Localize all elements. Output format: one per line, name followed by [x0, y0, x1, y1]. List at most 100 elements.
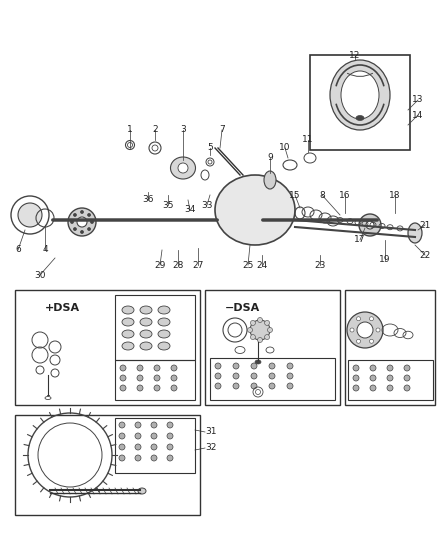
Bar: [345, 290, 435, 405]
Circle shape: [370, 317, 374, 321]
Circle shape: [119, 433, 125, 439]
Circle shape: [167, 433, 173, 439]
Ellipse shape: [140, 342, 152, 350]
Circle shape: [167, 444, 173, 450]
Circle shape: [265, 320, 269, 326]
Text: 28: 28: [172, 261, 184, 270]
Circle shape: [74, 213, 76, 216]
Ellipse shape: [152, 145, 158, 151]
Text: 17: 17: [354, 236, 366, 245]
Circle shape: [268, 327, 272, 333]
Circle shape: [287, 363, 293, 369]
Text: 7: 7: [219, 125, 225, 134]
Ellipse shape: [408, 223, 422, 243]
Ellipse shape: [341, 71, 379, 119]
Circle shape: [137, 385, 143, 391]
Text: 21: 21: [419, 221, 431, 230]
Circle shape: [404, 385, 410, 391]
Circle shape: [154, 375, 160, 381]
Text: 19: 19: [379, 255, 391, 264]
Text: 6: 6: [15, 246, 21, 254]
Ellipse shape: [140, 318, 152, 326]
Circle shape: [120, 375, 126, 381]
Circle shape: [353, 375, 359, 381]
Text: 3: 3: [180, 125, 186, 134]
Circle shape: [350, 328, 354, 332]
Ellipse shape: [215, 175, 295, 245]
Text: 5: 5: [207, 143, 213, 152]
Circle shape: [120, 385, 126, 391]
Circle shape: [269, 363, 275, 369]
Circle shape: [404, 375, 410, 381]
Text: 9: 9: [267, 154, 273, 163]
Text: 24: 24: [256, 261, 268, 270]
Circle shape: [258, 318, 262, 322]
Ellipse shape: [255, 360, 261, 364]
Bar: [15, 290, 200, 405]
Circle shape: [137, 375, 143, 381]
Circle shape: [88, 213, 91, 216]
Circle shape: [347, 312, 383, 348]
Circle shape: [353, 365, 359, 371]
Text: 2: 2: [152, 125, 158, 134]
Circle shape: [233, 373, 239, 379]
Ellipse shape: [158, 318, 170, 326]
Ellipse shape: [77, 217, 87, 227]
Circle shape: [376, 328, 380, 332]
Text: 18: 18: [389, 190, 401, 199]
Circle shape: [250, 320, 270, 340]
Circle shape: [370, 375, 376, 381]
Text: −DSA: −DSA: [225, 303, 260, 313]
Circle shape: [251, 383, 257, 389]
Text: 25: 25: [242, 261, 254, 270]
Text: 4: 4: [42, 246, 48, 254]
Circle shape: [135, 444, 141, 450]
Circle shape: [269, 373, 275, 379]
Circle shape: [151, 433, 157, 439]
Text: 1: 1: [127, 125, 133, 134]
Text: 35: 35: [162, 200, 174, 209]
Circle shape: [357, 340, 360, 343]
Circle shape: [88, 228, 91, 231]
Circle shape: [269, 383, 275, 389]
Circle shape: [353, 385, 359, 391]
Text: 11: 11: [302, 135, 314, 144]
Bar: [115, 360, 195, 400]
Circle shape: [135, 433, 141, 439]
Ellipse shape: [122, 318, 134, 326]
Circle shape: [387, 365, 393, 371]
Ellipse shape: [366, 221, 374, 229]
Circle shape: [233, 363, 239, 369]
Text: 34: 34: [184, 206, 196, 214]
Bar: [210, 358, 335, 400]
Circle shape: [265, 335, 269, 340]
Text: 14: 14: [412, 110, 424, 119]
Circle shape: [404, 365, 410, 371]
Ellipse shape: [356, 116, 364, 120]
Ellipse shape: [140, 306, 152, 314]
Text: 30: 30: [34, 271, 46, 279]
Text: 31: 31: [205, 427, 216, 437]
Ellipse shape: [122, 330, 134, 338]
Circle shape: [71, 221, 74, 223]
Circle shape: [154, 365, 160, 371]
Circle shape: [171, 385, 177, 391]
Circle shape: [357, 317, 360, 321]
Circle shape: [137, 365, 143, 371]
Ellipse shape: [122, 342, 134, 350]
Ellipse shape: [158, 330, 170, 338]
Bar: [115, 295, 195, 360]
Circle shape: [154, 385, 160, 391]
Circle shape: [251, 320, 255, 326]
Circle shape: [215, 383, 221, 389]
Circle shape: [357, 322, 373, 338]
Text: 23: 23: [314, 261, 326, 270]
Circle shape: [228, 323, 242, 337]
Bar: [15, 415, 200, 515]
Ellipse shape: [330, 60, 390, 130]
Ellipse shape: [138, 488, 146, 494]
Circle shape: [91, 221, 93, 223]
Circle shape: [387, 385, 393, 391]
Circle shape: [81, 211, 84, 214]
Circle shape: [287, 383, 293, 389]
